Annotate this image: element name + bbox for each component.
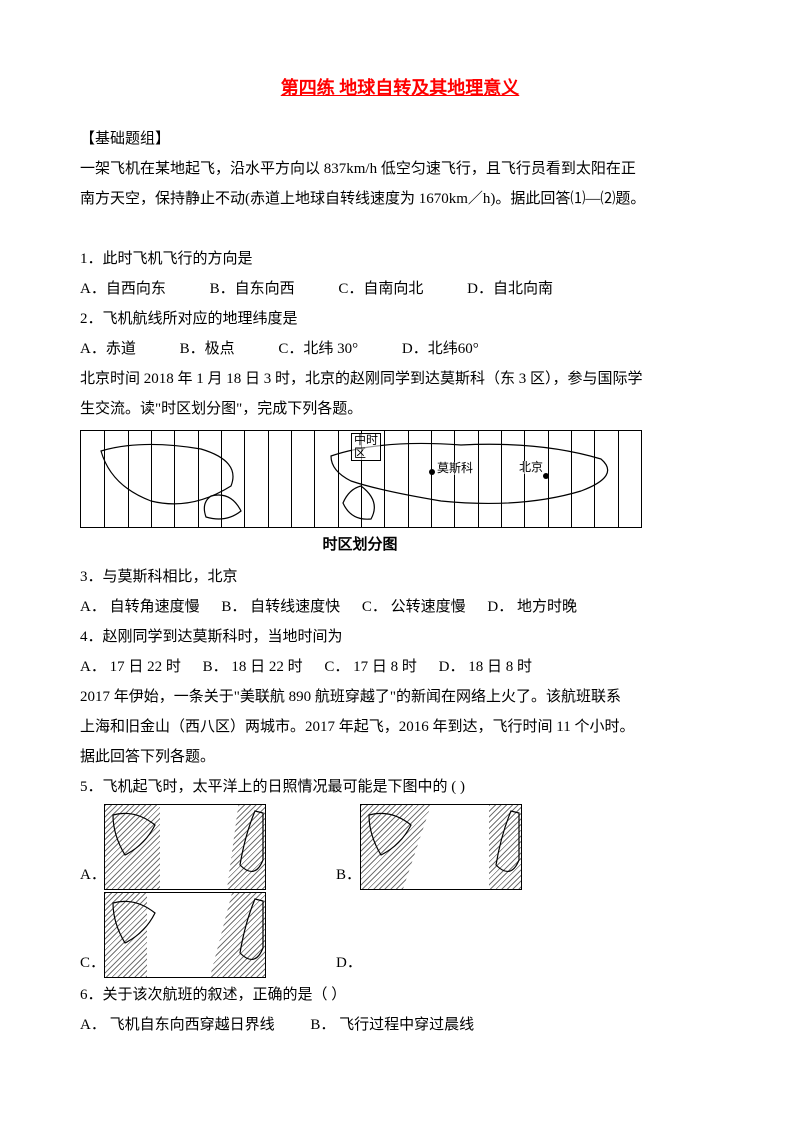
moscow-label: 莫斯科	[437, 462, 473, 475]
q1-opt-d: D．自北向南	[467, 274, 553, 304]
q3-opt-a: A． 自转角速度慢	[80, 592, 200, 622]
q5-row-2: C． D．	[80, 892, 720, 978]
question-2-options: A．赤道 B．极点 C．北纬 30° D．北纬60°	[80, 334, 720, 364]
document-title: 第四练 地球自转及其地理意义	[80, 70, 720, 106]
question-4: 4．赵刚同学到达莫斯科时，当地时间为	[80, 622, 720, 652]
intro-1-line-b: 南方天空，保持静止不动(赤道上地球自转线速度为 1670km／h)。据此回答⑴—…	[80, 184, 720, 214]
timezone-map-caption: 时区划分图	[80, 530, 640, 560]
q1-opt-c: C．自南向北	[338, 274, 423, 304]
moscow-dot	[429, 469, 435, 475]
q2-opt-b: B．极点	[180, 334, 235, 364]
q3-opt-d: D． 地方时晚	[487, 592, 577, 622]
question-6: 6．关于该次航班的叙述，正确的是（ ）	[80, 980, 720, 1010]
q5-map-a	[104, 804, 266, 890]
timezone-map-figure: 中时区 莫斯科 北京 时区划分图	[80, 430, 640, 560]
question-4-options: A． 17 日 22 时 B． 18 日 22 时 C． 17 日 8 时 D．…	[80, 652, 720, 682]
intro-3-line-c: 据此回答下列各题。	[80, 742, 720, 772]
intro-2-line-b: 生交流。读"时区划分图"，完成下列各题。	[80, 394, 720, 424]
q4-opt-b: B． 18 日 22 时	[203, 652, 303, 682]
intro-3-line-b: 上海和旧金山（西八区）两城市。2017 年起飞，2016 年到达，飞行时间 11…	[80, 712, 720, 742]
question-3: 3．与莫斯科相比，北京	[80, 562, 720, 592]
beijing-label: 北京	[519, 461, 543, 474]
question-1-options: A．自西向东 B．自东向西 C．自南向北 D．自北向南	[80, 274, 720, 304]
question-5: 5．飞机起飞时，太平洋上的日照情况最可能是下图中的 ( )	[80, 772, 720, 802]
q5-opt-a-label: A．	[80, 860, 104, 890]
q4-opt-a: A． 17 日 22 时	[80, 652, 181, 682]
intro-3-line-a: 2017 年伊始，一条关于"美联航 890 航班穿越了"的新闻在网络上火了。该航…	[80, 682, 720, 712]
q6-opt-b: B． 飞行过程中穿过晨线	[310, 1010, 474, 1040]
q3-opt-b: B． 自转线速度快	[221, 592, 340, 622]
section-basic-heading: 【基础题组】	[80, 124, 720, 154]
beijing-dot	[543, 473, 549, 479]
q1-opt-a: A．自西向东	[80, 274, 166, 304]
intro-1-line-a: 一架飞机在某地起飞，沿水平方向以 837km/h 低空匀速飞行，且飞行员看到太阳…	[80, 154, 720, 184]
q2-opt-c: C．北纬 30°	[278, 334, 358, 364]
timezone-map: 中时区 莫斯科 北京	[80, 430, 642, 528]
q2-opt-d: D．北纬60°	[402, 334, 479, 364]
q2-opt-a: A．赤道	[80, 334, 136, 364]
page: 第四练 地球自转及其地理意义 【基础题组】 一架飞机在某地起飞，沿水平方向以 8…	[0, 0, 800, 1080]
intro-2-line-a: 北京时间 2018 年 1 月 18 日 3 时，北京的赵刚同学到达莫斯科（东 …	[80, 364, 720, 394]
q5-opt-c-label: C．	[80, 948, 104, 978]
q5-map-c	[104, 892, 266, 978]
q5-row-1: A． B．	[80, 804, 720, 890]
q4-opt-d: D． 18 日 8 时	[439, 652, 532, 682]
q1-opt-b: B．自东向西	[210, 274, 295, 304]
q6-opt-a: A． 飞机自东向西穿越日界线	[80, 1010, 275, 1040]
spacer	[80, 214, 720, 244]
q5-opt-d-label: D．	[336, 948, 360, 978]
q5-opt-b-label: B．	[336, 860, 360, 890]
q3-opt-c: C． 公转速度慢	[362, 592, 466, 622]
center-zone-label: 中时区	[351, 433, 381, 461]
question-6-options: A． 飞机自东向西穿越日界线 B． 飞行过程中穿过晨线	[80, 1010, 720, 1040]
question-1: 1．此时飞机飞行的方向是	[80, 244, 720, 274]
q4-opt-c: C． 17 日 8 时	[324, 652, 417, 682]
question-3-options: A． 自转角速度慢 B． 自转线速度快 C． 公转速度慢 D． 地方时晚	[80, 592, 720, 622]
question-2: 2．飞机航线所对应的地理纬度是	[80, 304, 720, 334]
q5-map-b	[360, 804, 522, 890]
